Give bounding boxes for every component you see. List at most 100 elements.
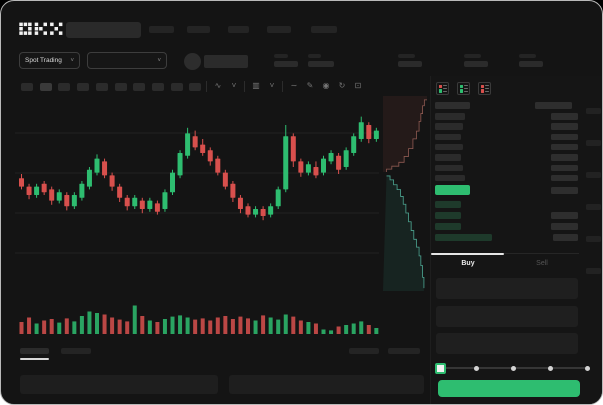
bid-row-price-1[interactable]	[435, 212, 461, 219]
stat-label-4	[519, 54, 536, 58]
side-scale-mark-2	[586, 172, 601, 178]
nav-item-4[interactable]	[311, 26, 337, 33]
ask-row-amount-4	[551, 154, 578, 161]
ask-row-price-5[interactable]	[435, 164, 463, 171]
ask-row-amount-3	[551, 143, 578, 151]
bid-row-price-2[interactable]	[435, 223, 461, 230]
line	[443, 90, 447, 93]
nav-item-1[interactable]	[187, 26, 210, 33]
toolbar-separator	[206, 81, 207, 92]
timeframe-button-3[interactable]	[77, 83, 90, 91]
ask-row-price-1[interactable]	[435, 123, 463, 130]
timeframe-button-8[interactable]	[170, 83, 183, 91]
line	[485, 84, 489, 87]
toggle-lines	[464, 84, 468, 93]
cell-bottom	[438, 89, 442, 93]
timeframe-button-4[interactable]	[95, 83, 108, 91]
ask-row-amount-2	[551, 133, 578, 141]
line	[464, 87, 468, 90]
timeframe-button-5[interactable]	[114, 83, 127, 91]
toggle-lines	[485, 84, 489, 93]
orderbook-trade-panel: Buy Sell	[430, 76, 602, 404]
bid-row-price-3[interactable]	[435, 234, 492, 241]
candlestick-chart[interactable]	[15, 96, 379, 341]
ask-row-amount-6	[551, 174, 578, 182]
timeframe-button-2[interactable]	[58, 83, 71, 91]
slider-stop-3[interactable]	[548, 365, 553, 371]
timeframe-button-9[interactable]	[189, 83, 202, 91]
cell-bottom	[459, 89, 463, 93]
bid-row-price-0[interactable]	[435, 201, 461, 208]
indicator-icon-1[interactable]: ▥	[252, 81, 260, 90]
search-input[interactable]	[66, 22, 141, 38]
chevron-down-icon: ˅	[70, 57, 74, 64]
market-type-label: Spot Trading	[25, 57, 62, 64]
fullscreen-icon[interactable]: ⊡	[354, 81, 362, 90]
ask-row-amount-5	[551, 164, 578, 171]
bottom-action-0[interactable]	[349, 348, 379, 354]
nav-item-2[interactable]	[228, 26, 249, 33]
bottom-tab-0[interactable]	[20, 348, 49, 354]
tab-divider	[431, 253, 579, 254]
stat-value-3	[464, 61, 488, 67]
market-type-dropdown[interactable]: Spot Trading ˅	[19, 52, 80, 69]
cell-top	[438, 84, 442, 88]
nav-item-0[interactable]	[149, 26, 174, 33]
okx-logo[interactable]	[19, 22, 66, 37]
book-view-asks-icon[interactable]	[478, 82, 491, 95]
side-scale-mark-4	[586, 236, 601, 242]
ask-row-price-2[interactable]	[435, 133, 461, 141]
side-scale-mark-0	[586, 108, 601, 114]
slider-stop-2[interactable]	[511, 365, 516, 371]
timeframe-button-1[interactable]	[39, 83, 52, 91]
chevron-down-icon[interactable]: ˅	[231, 81, 237, 90]
ask-row-price-3[interactable]	[435, 143, 463, 151]
toolbar-separator	[244, 81, 245, 92]
book-view-combined-icon[interactable]	[436, 82, 449, 95]
bottom-tab-1[interactable]	[61, 348, 91, 354]
indicator-icon-0[interactable]: ∿	[214, 81, 222, 90]
bottom-active-tab-underline	[20, 358, 49, 360]
ask-row-price-0[interactable]	[435, 113, 465, 120]
stat-value-2	[398, 61, 422, 67]
timeframe-button-6[interactable]	[133, 83, 146, 91]
stat-label-1	[308, 54, 321, 58]
stat-value-1	[308, 61, 334, 67]
tab-sell[interactable]: Sell	[536, 260, 548, 267]
toolbar-separator	[282, 81, 283, 92]
last-price-indicator[interactable]	[435, 185, 470, 195]
draw-tool-icon[interactable]: ✎	[306, 81, 314, 90]
ask-row-price-6[interactable]	[435, 174, 465, 182]
snapshot-icon[interactable]: ◉	[322, 81, 330, 90]
timeframe-button-0[interactable]	[21, 83, 33, 91]
amount-input[interactable]	[436, 305, 578, 327]
stat-value-0	[274, 61, 298, 67]
stat-label-3	[464, 54, 481, 58]
chevron-down-icon: ˅	[157, 57, 161, 64]
nav-item-3[interactable]	[267, 26, 291, 33]
pair-selector-dropdown[interactable]: ˅	[87, 52, 167, 69]
slider-handle[interactable]	[435, 363, 446, 374]
cell-top	[480, 84, 484, 88]
line	[485, 90, 489, 93]
line-tool-icon[interactable]: ∼	[290, 81, 298, 90]
tab-buy[interactable]: Buy	[461, 260, 475, 267]
slider-stop-4[interactable]	[585, 365, 590, 371]
line	[443, 84, 447, 87]
pair-name-placeholder	[204, 55, 248, 68]
slider-stop-1[interactable]	[474, 365, 479, 371]
bid-row-amount-3	[553, 234, 578, 241]
ask-row-price-4[interactable]	[435, 154, 461, 161]
stat-label-0	[274, 54, 288, 58]
timeframe-button-7[interactable]	[151, 83, 164, 91]
buy-submit-button[interactable]	[438, 380, 580, 397]
book-view-bids-icon[interactable]	[457, 82, 470, 95]
reset-view-icon[interactable]: ↻	[338, 81, 346, 90]
ask-row-amount-0	[551, 113, 578, 120]
cell-bottom	[480, 89, 484, 93]
orderbook-header-amount	[535, 102, 572, 109]
price-input[interactable]	[436, 278, 578, 299]
total-input[interactable]	[436, 333, 578, 354]
chevron-down-icon[interactable]: ˅	[269, 81, 275, 90]
bottom-action-1[interactable]	[388, 348, 420, 354]
